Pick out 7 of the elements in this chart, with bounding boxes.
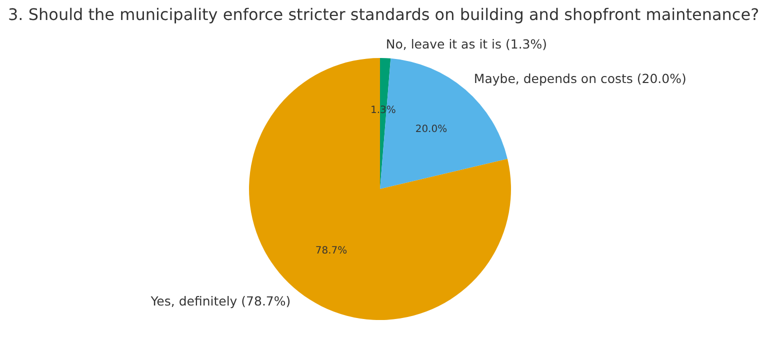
slice-label: Yes, definitely (78.7%) [150,293,291,308]
data-label: 78.7% [315,245,348,256]
chart-title: 3. Should the municipality enforce stricter standards on building and shopfront maintenance? [8,5,760,24]
data-label: 1.3% [370,105,396,116]
data-label: 20.0% [415,124,448,136]
slice-label: Maybe, depends on costs (20.0%) [474,71,686,86]
slice-label: No, leave it as it is (1.3%) [386,36,548,52]
